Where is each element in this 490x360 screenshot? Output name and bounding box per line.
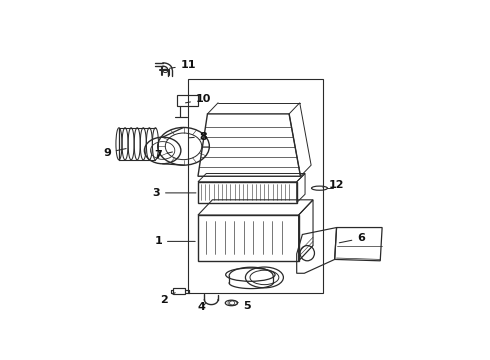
Text: 7: 7 [154, 150, 172, 161]
Text: 11: 11 [170, 60, 196, 70]
Text: 8: 8 [189, 132, 208, 141]
Text: 9: 9 [103, 148, 126, 158]
Text: 5: 5 [237, 301, 251, 311]
Bar [173, 288, 185, 294]
Text: 1: 1 [154, 237, 195, 246]
Text: 2: 2 [160, 293, 175, 305]
Text: 3: 3 [152, 188, 196, 198]
Bar [198, 182, 297, 203]
Text: 12: 12 [323, 180, 344, 190]
Text: 6: 6 [339, 233, 365, 243]
Bar [198, 215, 298, 261]
Text: 10: 10 [186, 94, 211, 104]
Bar [189, 79, 323, 293]
Text: 4: 4 [198, 302, 206, 312]
Bar [177, 95, 198, 105]
